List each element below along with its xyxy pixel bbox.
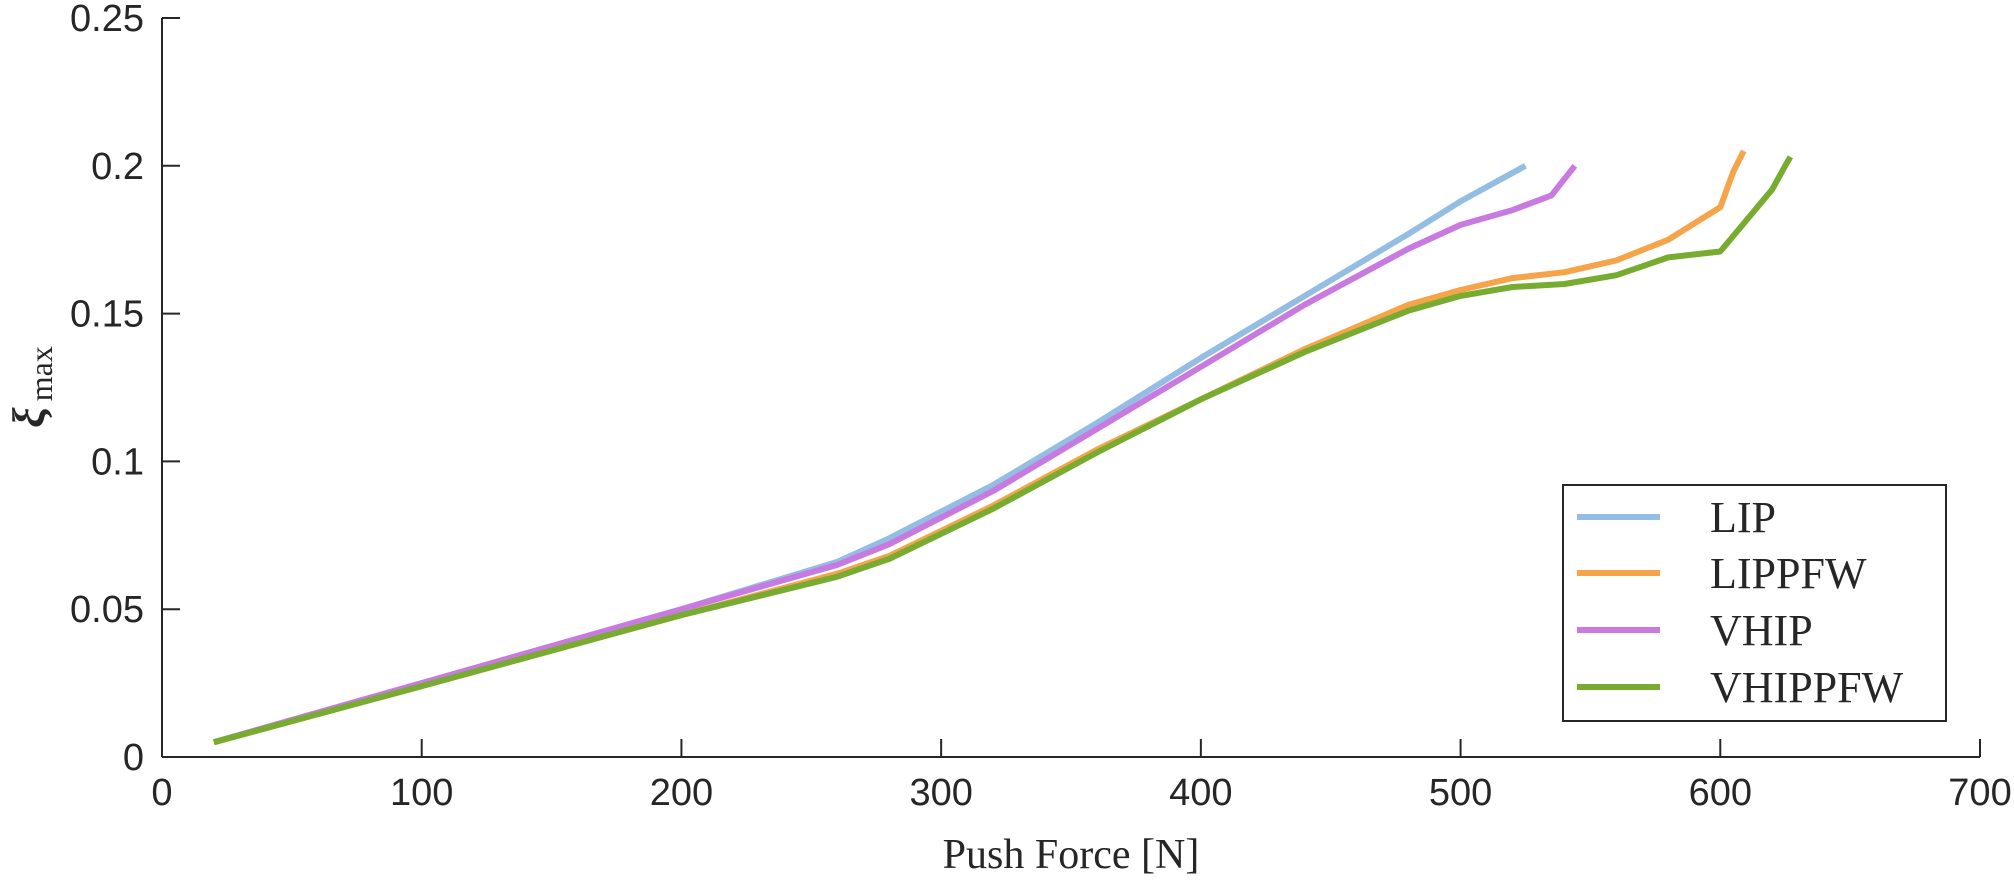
ticks: 0 100 200 300 400 500 600 700 0 0.05 0.1 0.15 0.2 0.2… [70, 0, 2012, 814]
legend-label-lip: LIP [1710, 493, 1776, 542]
series-line-vhippfw [213, 155, 1793, 746]
y-axis-title-symbol: ξ [3, 407, 54, 428]
x-tick-label: 400 [1169, 772, 1232, 814]
x-tick-label: 600 [1689, 772, 1752, 814]
x-axis-title: Push Force [N] [943, 832, 1200, 878]
legend-label-lippfw: LIPPFW [1710, 549, 1867, 598]
y-tick-label: 0 [123, 737, 144, 779]
x-tick-label: 0 [151, 772, 172, 814]
series-layer [213, 149, 1793, 746]
y-axis-title: ξ max [3, 346, 59, 428]
x-tick-label: 100 [390, 772, 453, 814]
x-tick-label: 700 [1948, 772, 2011, 814]
y-tick-label: 0.15 [70, 294, 144, 336]
x-tick-label: 300 [909, 772, 972, 814]
y-tick-label: 0.25 [70, 0, 144, 40]
y-tick-label: 0.2 [91, 146, 144, 188]
y-tick-label: 0.1 [91, 441, 144, 483]
y-axis-title-subscript: max [23, 346, 59, 401]
y-axis-title-group: ξ max [3, 346, 59, 428]
y-tick-label: 0.05 [70, 589, 144, 631]
series-line-lip [213, 163, 1527, 746]
series-line-lippfw [213, 149, 1747, 746]
legend: LIP LIPPFW VHIP VHIPPFW [1562, 484, 1947, 722]
legend-label-vhippfw: VHIPPFW [1710, 663, 1904, 712]
x-tick-label: 500 [1429, 772, 1492, 814]
legend-box [1562, 484, 1947, 722]
x-tick-label: 200 [650, 772, 713, 814]
axes [161, 18, 1980, 758]
series-line-vhip [213, 163, 1578, 746]
legend-label-vhip: VHIP [1710, 606, 1813, 655]
